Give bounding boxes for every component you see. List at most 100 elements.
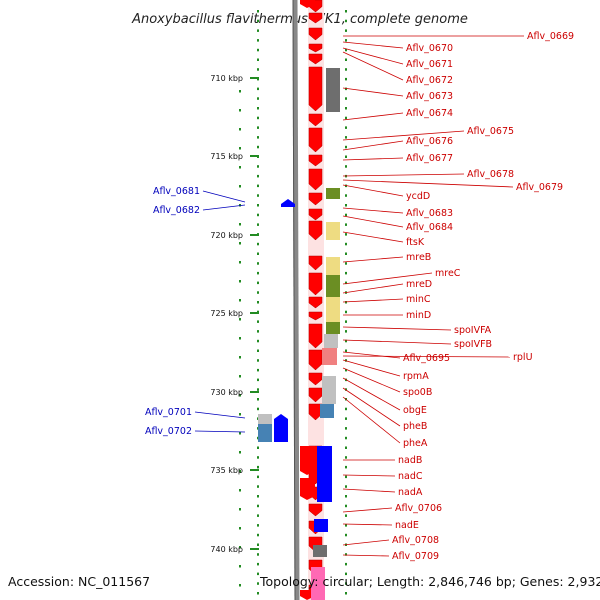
tick-label: 715 kbp bbox=[210, 152, 243, 161]
gene-label: spo0B bbox=[403, 387, 432, 398]
map-title: Anoxybacillus flavithermus WK1, complete… bbox=[131, 12, 468, 27]
gene-label: spoIVFA bbox=[454, 325, 492, 336]
forward-gene-arrow bbox=[308, 349, 323, 371]
gene-label: Aflv_0701 bbox=[145, 407, 192, 418]
forward-gene-arrow bbox=[308, 503, 323, 517]
forward-gene-arrow bbox=[300, 0, 315, 8]
cog-category-box bbox=[317, 446, 332, 502]
cog-category-box bbox=[311, 567, 325, 600]
gene-label: Aflv_0708 bbox=[392, 535, 439, 546]
tick-label: 740 kbp bbox=[210, 545, 243, 554]
cog-category-box bbox=[326, 275, 340, 297]
tick-label: 720 kbp bbox=[210, 231, 243, 240]
forward-gene-arrow bbox=[308, 372, 323, 386]
gene-label: obgE bbox=[403, 405, 427, 416]
gene-label: minC bbox=[406, 294, 431, 305]
forward-gene-arrow bbox=[308, 66, 323, 112]
forward-gene-arrow bbox=[308, 387, 323, 403]
gene-label: nadA bbox=[398, 487, 423, 498]
forward-gene-arrow bbox=[308, 208, 323, 221]
forward-gene-arrow bbox=[308, 403, 323, 421]
tick-label: 710 kbp bbox=[210, 74, 243, 83]
forward-gene-arrow bbox=[308, 154, 323, 167]
cog-category-box bbox=[326, 322, 340, 334]
cog-category-box bbox=[326, 257, 340, 275]
forward-gene-arrow bbox=[308, 53, 323, 65]
cog-category-box bbox=[326, 297, 340, 322]
gene-label: Aflv_0702 bbox=[145, 426, 192, 437]
gene-label: Aflv_0681 bbox=[153, 186, 200, 197]
gene-label: ftsK bbox=[406, 237, 425, 248]
gene-label: Aflv_0678 bbox=[467, 169, 514, 180]
backbone-edge bbox=[292, 0, 296, 600]
cog-category-box bbox=[324, 334, 338, 348]
forward-gene-arrow bbox=[308, 12, 323, 24]
scale-ticks: 710 kbp 715 kbp 720 kbp 725 kbp 730 kbp 735 k… bbox=[210, 74, 259, 554]
gene-label: Aflv_0670 bbox=[406, 43, 453, 54]
cog-category-box bbox=[326, 222, 340, 240]
gene-label: nadC bbox=[398, 471, 423, 482]
forward-gene-arrow bbox=[308, 43, 323, 53]
forward-gene-arrow bbox=[308, 168, 323, 191]
gene-label: ycdD bbox=[406, 191, 430, 202]
gene-label: rpmA bbox=[403, 371, 429, 382]
cog-category-box bbox=[326, 188, 340, 199]
gene-label: Aflv_0674 bbox=[406, 108, 453, 119]
gene-label: Aflv_0672 bbox=[406, 75, 453, 86]
forward-gene-arrow bbox=[308, 311, 323, 321]
gene-label: pheB bbox=[403, 421, 427, 432]
cog-boxes bbox=[258, 68, 340, 600]
forward-gene-arrow bbox=[308, 296, 323, 309]
tick-label: 725 kbp bbox=[210, 309, 243, 318]
cog-category-box bbox=[322, 376, 336, 404]
cog-category-box bbox=[314, 519, 328, 532]
gene-label: mreD bbox=[406, 279, 432, 290]
gene-label: Aflv_0682 bbox=[153, 205, 200, 216]
forward-gene-arrow bbox=[308, 220, 323, 241]
gene-callouts: Aflv_0669 Aflv_0670 Aflv_0671 Aflv_0672 Aflv… bbox=[145, 31, 574, 562]
reverse-gene-arrow bbox=[274, 414, 288, 442]
cog-category-box bbox=[326, 68, 340, 112]
genome-backbone bbox=[292, 0, 300, 600]
gene-label: Aflv_0673 bbox=[406, 91, 453, 102]
accession-text: Accession: NC_011567 bbox=[8, 574, 150, 589]
gene-label: spoIVFB bbox=[454, 339, 492, 350]
forward-gene-arrow bbox=[308, 27, 323, 41]
cog-category-box bbox=[258, 424, 272, 442]
forward-gene-arrow bbox=[308, 192, 323, 206]
gene-label: Aflv_0683 bbox=[406, 208, 453, 219]
gene-label: mreC bbox=[435, 268, 461, 279]
forward-gene-arrow bbox=[308, 255, 323, 271]
gene-label: Aflv_0706 bbox=[395, 503, 442, 514]
forward-gene-arrow bbox=[308, 113, 323, 127]
forward-gene-arrow bbox=[300, 478, 315, 500]
tick-label: 730 kbp bbox=[210, 388, 243, 397]
cog-category-box bbox=[258, 414, 272, 424]
cog-category-box bbox=[320, 404, 334, 418]
gene-label: Aflv_0675 bbox=[467, 126, 514, 137]
gene-label: nadB bbox=[398, 455, 422, 466]
forward-gene-arrow bbox=[300, 446, 315, 475]
gene-label: Aflv_0677 bbox=[406, 153, 453, 164]
forward-gene-arrow bbox=[308, 127, 323, 153]
gene-label: Aflv_0676 bbox=[406, 136, 453, 147]
reverse-gene-arrow bbox=[281, 199, 295, 207]
gene-label: nadE bbox=[395, 520, 419, 531]
gene-label: mreB bbox=[406, 252, 431, 263]
gene-label: Aflv_0695 bbox=[403, 353, 450, 364]
gene-label: minD bbox=[406, 310, 431, 321]
forward-gene-arrow bbox=[308, 323, 323, 349]
forward-gene-arrow bbox=[308, 272, 323, 296]
gene-label: Aflv_0669 bbox=[527, 31, 574, 42]
gene-label: Aflv_0684 bbox=[406, 222, 453, 233]
topology-text: Topology: circular; Length: 2,846,746 bp… bbox=[259, 574, 600, 589]
gene-label: pheA bbox=[403, 438, 428, 449]
gene-label: rplU bbox=[513, 352, 533, 363]
tick-label: 735 kbp bbox=[210, 466, 243, 475]
cog-category-box bbox=[313, 545, 327, 557]
gene-label: Aflv_0679 bbox=[516, 182, 563, 193]
gene-label: Aflv_0671 bbox=[406, 59, 453, 70]
cog-category-box bbox=[322, 348, 337, 365]
gene-label: Aflv_0709 bbox=[392, 551, 439, 562]
